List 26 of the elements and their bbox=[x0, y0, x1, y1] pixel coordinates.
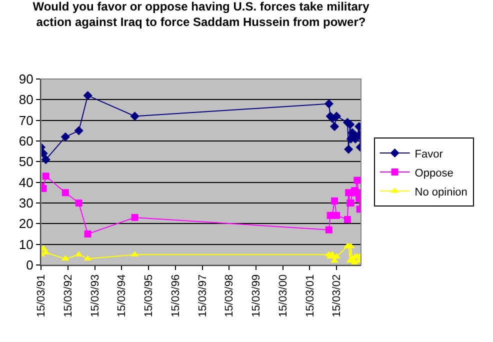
x-tick-label: 15/03/95 bbox=[143, 274, 156, 318]
x-tick-label: 15/03/93 bbox=[89, 274, 102, 318]
y-tick-label: 90 bbox=[18, 72, 34, 87]
y-tick-label: 30 bbox=[18, 196, 34, 211]
x-tick-label: 15/03/00 bbox=[277, 274, 290, 318]
x-tick-label: 15/03/02 bbox=[331, 274, 344, 318]
y-tick-label: 0 bbox=[26, 258, 34, 273]
y-tick-label: 70 bbox=[18, 112, 34, 128]
x-tick-label: 15/03/97 bbox=[196, 274, 209, 318]
x-tick-label: 15/03/96 bbox=[170, 274, 182, 318]
legend-label: Oppose bbox=[414, 167, 454, 180]
chart-title: Would you favor or oppose having U.S. forces take military action against Iraq to force Saddam Hussein from power? bbox=[32, 0, 370, 29]
x-tick-label: 15/03/01 bbox=[304, 274, 316, 318]
y-tick-label: 50 bbox=[18, 154, 34, 170]
y-tick-label: 20 bbox=[18, 216, 34, 232]
legend-label: No opinion bbox=[414, 186, 468, 198]
x-tick-label: 15/03/94 bbox=[116, 274, 128, 318]
legend-label: Favor bbox=[414, 148, 444, 160]
y-tick-label: 60 bbox=[18, 134, 34, 149]
y-tick-label: 40 bbox=[18, 174, 34, 190]
x-tick-label: 15/03/92 bbox=[62, 274, 74, 318]
y-tick-label: 80 bbox=[18, 92, 34, 108]
y-tick-label: 10 bbox=[18, 236, 34, 252]
x-tick-label: 15/03/91 bbox=[36, 274, 48, 318]
x-tick-label: 15/03/99 bbox=[250, 274, 263, 318]
x-tick-label: 15/03/98 bbox=[224, 274, 236, 318]
